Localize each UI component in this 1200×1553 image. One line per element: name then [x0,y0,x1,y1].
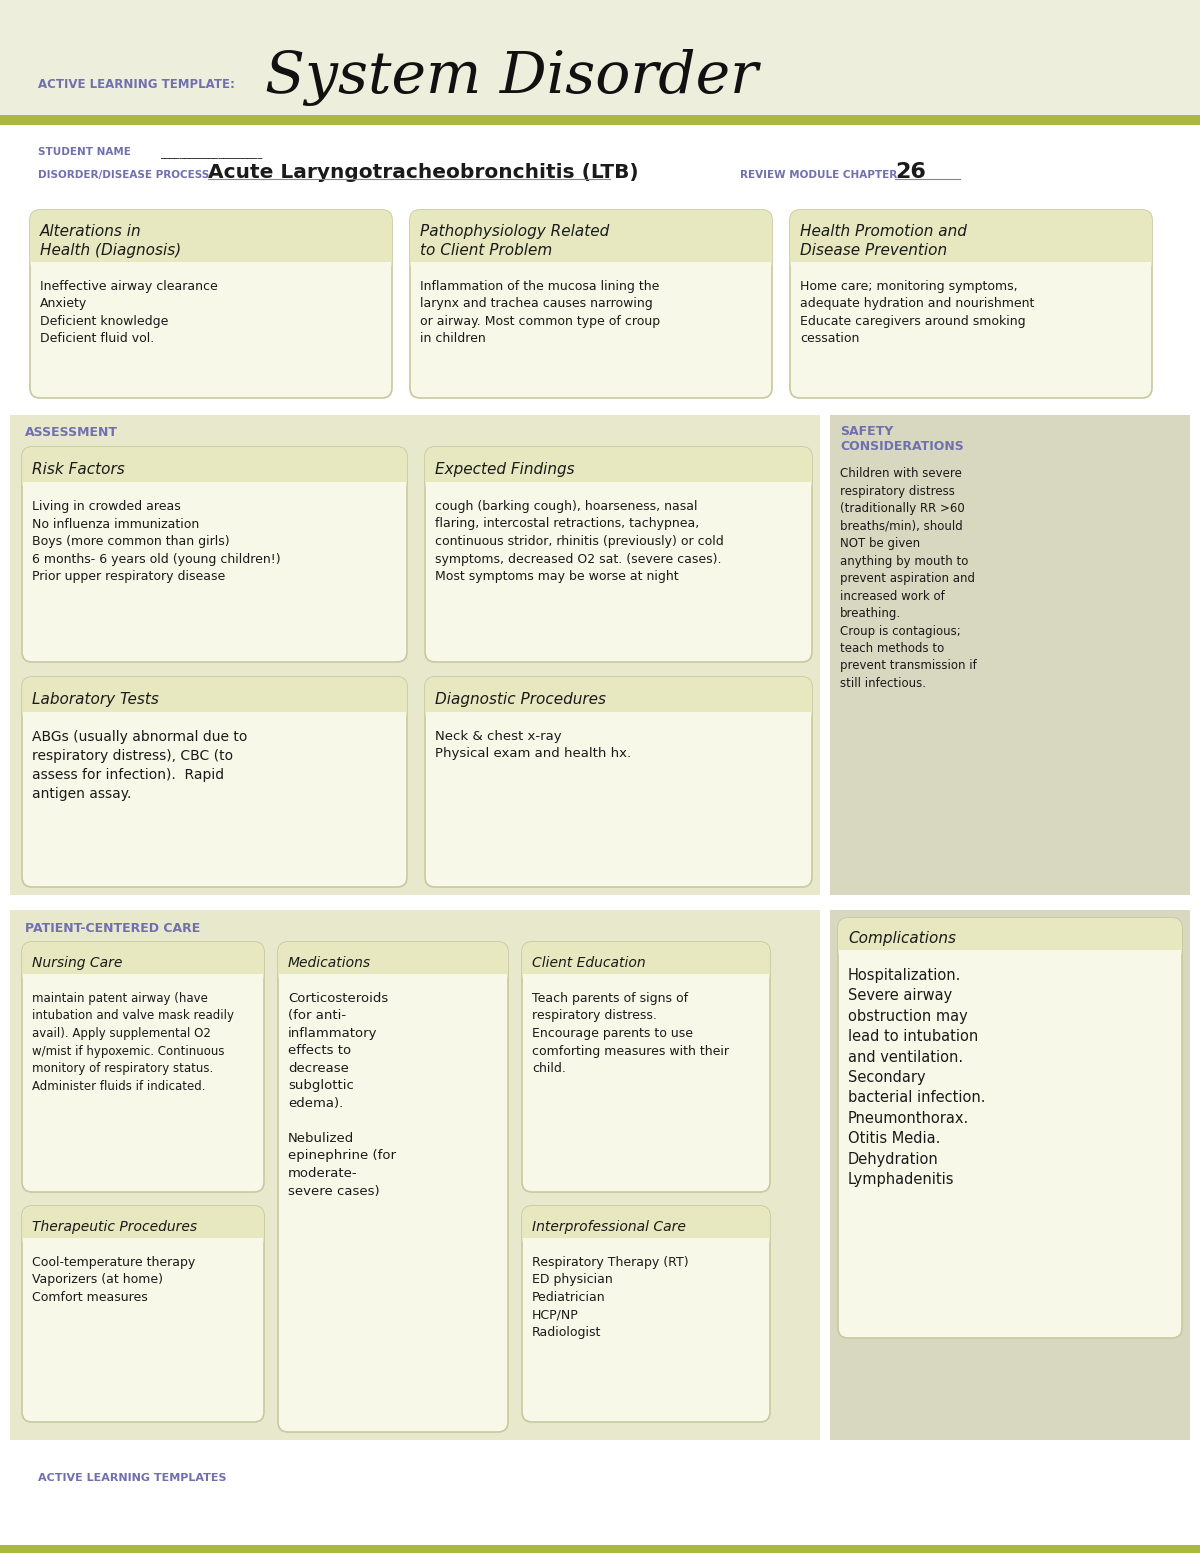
Bar [0,124,1200,210]
Text: Complications: Complications [848,932,956,946]
Text: Corticosteroids
(for anti-
inflammatory
effects to
decrease
subglottic
edema).

: Corticosteroids (for anti- inflammatory … [288,992,396,1197]
Text: Alterations in
Health (Diagnosis): Alterations in Health (Diagnosis) [40,224,181,258]
FancyBboxPatch shape [425,677,812,887]
Bar [23,974,263,985]
Text: Pathophysiology Related
to Client Problem: Pathophysiology Related to Client Proble… [420,224,610,258]
Bar [426,711,811,724]
Bar [23,1238,263,1249]
FancyBboxPatch shape [838,918,1182,1339]
Text: Interprofessional Care: Interprofessional Care [532,1221,686,1235]
Bar [0,1460,1200,1553]
FancyBboxPatch shape [425,447,812,492]
FancyBboxPatch shape [22,1207,264,1249]
Text: Cool-temperature therapy
Vaporizers (at home)
Comfort measures: Cool-temperature therapy Vaporizers (at … [32,1256,196,1305]
Text: Laboratory Tests: Laboratory Tests [32,693,158,707]
FancyBboxPatch shape [22,1207,264,1423]
Text: Home care; monitoring symptoms,
adequate hydration and nourishment
Educate careg: Home care; monitoring symptoms, adequate… [800,280,1034,345]
Bar [31,262,391,273]
Text: Client Education: Client Education [532,957,646,971]
Text: Teach parents of signs of
respiratory distress.
Encourage parents to use
comfort: Teach parents of signs of respiratory di… [532,992,730,1075]
FancyBboxPatch shape [790,210,1152,272]
FancyBboxPatch shape [30,210,392,398]
FancyBboxPatch shape [790,210,1152,398]
FancyBboxPatch shape [522,943,770,1193]
FancyBboxPatch shape [278,943,508,985]
Text: 26: 26 [895,162,926,182]
Text: DISORDER/DISEASE PROCESS: DISORDER/DISEASE PROCESS [38,169,209,180]
FancyBboxPatch shape [522,1207,770,1249]
FancyBboxPatch shape [22,677,407,887]
Text: Respiratory Therapy (RT)
ED physician
Pediatrician
HCP/NP
Radiologist: Respiratory Therapy (RT) ED physician Pe… [532,1256,689,1339]
Text: cough (barking cough), hoarseness, nasal
flaring, intercostal retractions, tachy: cough (barking cough), hoarseness, nasal… [436,500,724,582]
Bar [523,974,769,985]
FancyBboxPatch shape [425,677,812,722]
Text: ABGs (usually abnormal due to
respiratory distress), CBC (to
assess for infectio: ABGs (usually abnormal due to respirator… [32,730,247,801]
FancyBboxPatch shape [425,447,812,662]
Text: PATIENT-CENTERED CARE: PATIENT-CENTERED CARE [25,921,200,935]
Text: Medications: Medications [288,957,371,971]
Bar [23,711,406,724]
Bar [523,1238,769,1249]
FancyBboxPatch shape [410,210,772,398]
Text: Hospitalization.
Severe airway
obstruction may
lead to intubation
and ventilatio: Hospitalization. Severe airway obstructi… [848,968,985,1186]
Bar [10,415,820,895]
Text: _____________________: _____________________ [160,149,263,158]
Bar [0,0,1200,115]
Bar [0,115,1200,124]
Bar [10,910,820,1440]
FancyBboxPatch shape [22,943,264,1193]
FancyBboxPatch shape [410,210,772,272]
FancyBboxPatch shape [22,943,264,985]
FancyBboxPatch shape [278,943,508,1432]
FancyBboxPatch shape [22,447,407,492]
Bar [791,262,1151,273]
Text: Nursing Care: Nursing Care [32,957,122,971]
FancyBboxPatch shape [838,918,1182,960]
Text: ASSESSMENT: ASSESSMENT [25,427,118,439]
Bar [0,1545,1200,1553]
Bar [830,910,1190,1440]
Text: Living in crowded areas
No influenza immunization
Boys (more common than girls)
: Living in crowded areas No influenza imm… [32,500,281,582]
Text: Acute Laryngotracheobronchitis (LTB): Acute Laryngotracheobronchitis (LTB) [208,163,638,182]
Text: Ineffective airway clearance
Anxiety
Deficient knowledge
Deficient fluid vol.: Ineffective airway clearance Anxiety Def… [40,280,217,345]
FancyBboxPatch shape [22,447,407,662]
Text: ACTIVE LEARNING TEMPLATE:: ACTIVE LEARNING TEMPLATE: [38,79,235,92]
Bar [410,262,772,273]
Text: Diagnostic Procedures: Diagnostic Procedures [436,693,606,707]
Text: Expected Findings: Expected Findings [436,461,575,477]
Text: Health Promotion and
Disease Prevention: Health Promotion and Disease Prevention [800,224,967,258]
Bar [278,974,508,985]
Text: Therapeutic Procedures: Therapeutic Procedures [32,1221,197,1235]
FancyBboxPatch shape [22,677,407,722]
Text: SAFETY
CONSIDERATIONS: SAFETY CONSIDERATIONS [840,426,964,453]
FancyBboxPatch shape [30,210,392,272]
Bar [839,950,1181,961]
Text: Children with severe
respiratory distress
(traditionally RR >60
breaths/min), sh: Children with severe respiratory distres… [840,467,977,690]
Text: maintain patent airway (have
intubation and valve mask readily
avail). Apply sup: maintain patent airway (have intubation … [32,992,234,1092]
FancyBboxPatch shape [522,943,770,985]
FancyBboxPatch shape [522,1207,770,1423]
Text: STUDENT NAME: STUDENT NAME [38,148,131,157]
Text: System Disorder: System Disorder [265,50,758,107]
Text: Neck & chest x-ray
Physical exam and health hx.: Neck & chest x-ray Physical exam and hea… [436,730,631,761]
Text: Risk Factors: Risk Factors [32,461,125,477]
Text: ACTIVE LEARNING TEMPLATES: ACTIVE LEARNING TEMPLATES [38,1472,227,1483]
Text: Inflammation of the mucosa lining the
larynx and trachea causes narrowing
or air: Inflammation of the mucosa lining the la… [420,280,660,345]
Bar [23,481,406,492]
Bar [426,481,811,492]
Bar [830,415,1190,895]
Text: REVIEW MODULE CHAPTER: REVIEW MODULE CHAPTER [740,169,898,180]
